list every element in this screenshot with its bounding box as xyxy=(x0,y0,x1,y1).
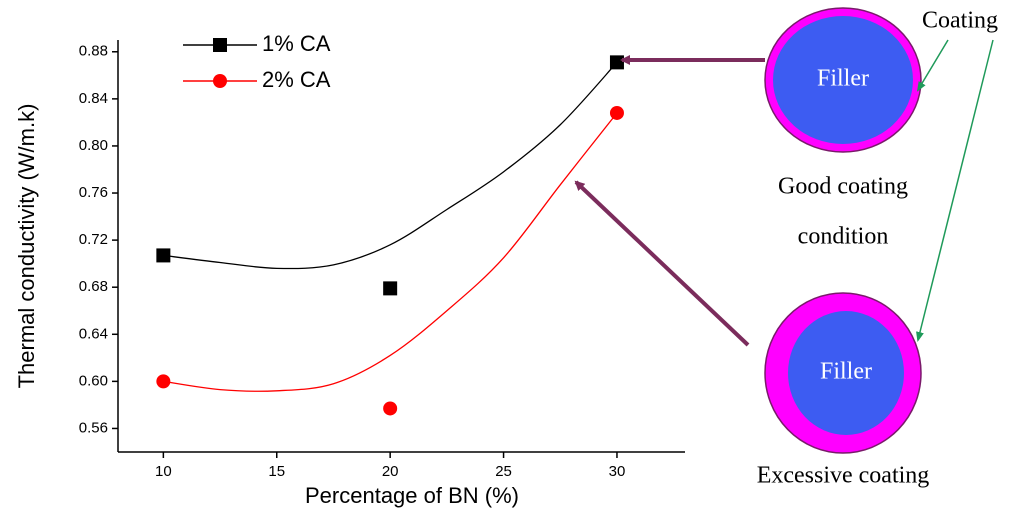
x-tick-label: 30 xyxy=(609,463,626,480)
x-tick-label: 20 xyxy=(382,463,399,480)
fit-curve xyxy=(163,62,617,268)
pointer-line xyxy=(918,40,993,340)
point xyxy=(156,248,170,262)
y-tick-label: 0.84 xyxy=(79,90,108,107)
y-axis-label: Thermal conductivity (W/m.k) xyxy=(14,104,39,389)
y-tick-label: 0.56 xyxy=(79,419,108,436)
filler-label: Filler xyxy=(820,359,872,385)
fit-curve xyxy=(163,113,617,391)
arrow xyxy=(576,182,748,345)
legend-marker xyxy=(213,38,227,52)
point xyxy=(383,281,397,295)
x-axis-label: Percentage of BN (%) xyxy=(305,483,519,508)
filler-label: Filler xyxy=(817,66,869,92)
y-tick-label: 0.76 xyxy=(79,184,108,201)
diagram: Filler Filler Coating Good coating condi… xyxy=(576,8,998,489)
legend-label: 1% CA xyxy=(262,31,331,56)
point xyxy=(610,55,624,69)
pointer-line xyxy=(918,40,948,90)
caption: Excessive coating xyxy=(757,463,930,489)
point xyxy=(610,106,624,120)
y-tick-label: 0.72 xyxy=(79,231,108,248)
x-tick-label: 25 xyxy=(495,463,512,480)
point xyxy=(383,401,397,415)
y-tick-label: 0.88 xyxy=(79,43,108,60)
caption: condition xyxy=(798,224,889,250)
y-tick-label: 0.80 xyxy=(79,137,108,154)
y-tick-label: 0.68 xyxy=(79,278,108,295)
coating-label: Coating xyxy=(922,8,998,34)
caption: Good coating xyxy=(778,174,908,200)
chart: Percentage of BN (%) Thermal conductivit… xyxy=(14,31,685,508)
legend-label: 2% CA xyxy=(262,67,331,92)
point xyxy=(156,374,170,388)
y-tick-label: 0.64 xyxy=(79,325,108,342)
y-tick-label: 0.60 xyxy=(79,372,108,389)
legend-marker xyxy=(213,74,227,88)
x-tick-label: 10 xyxy=(155,463,172,480)
figure: Percentage of BN (%) Thermal conductivit… xyxy=(0,0,1025,517)
x-tick-label: 15 xyxy=(268,463,285,480)
page: Percentage of BN (%) Thermal conductivit… xyxy=(0,0,1025,517)
